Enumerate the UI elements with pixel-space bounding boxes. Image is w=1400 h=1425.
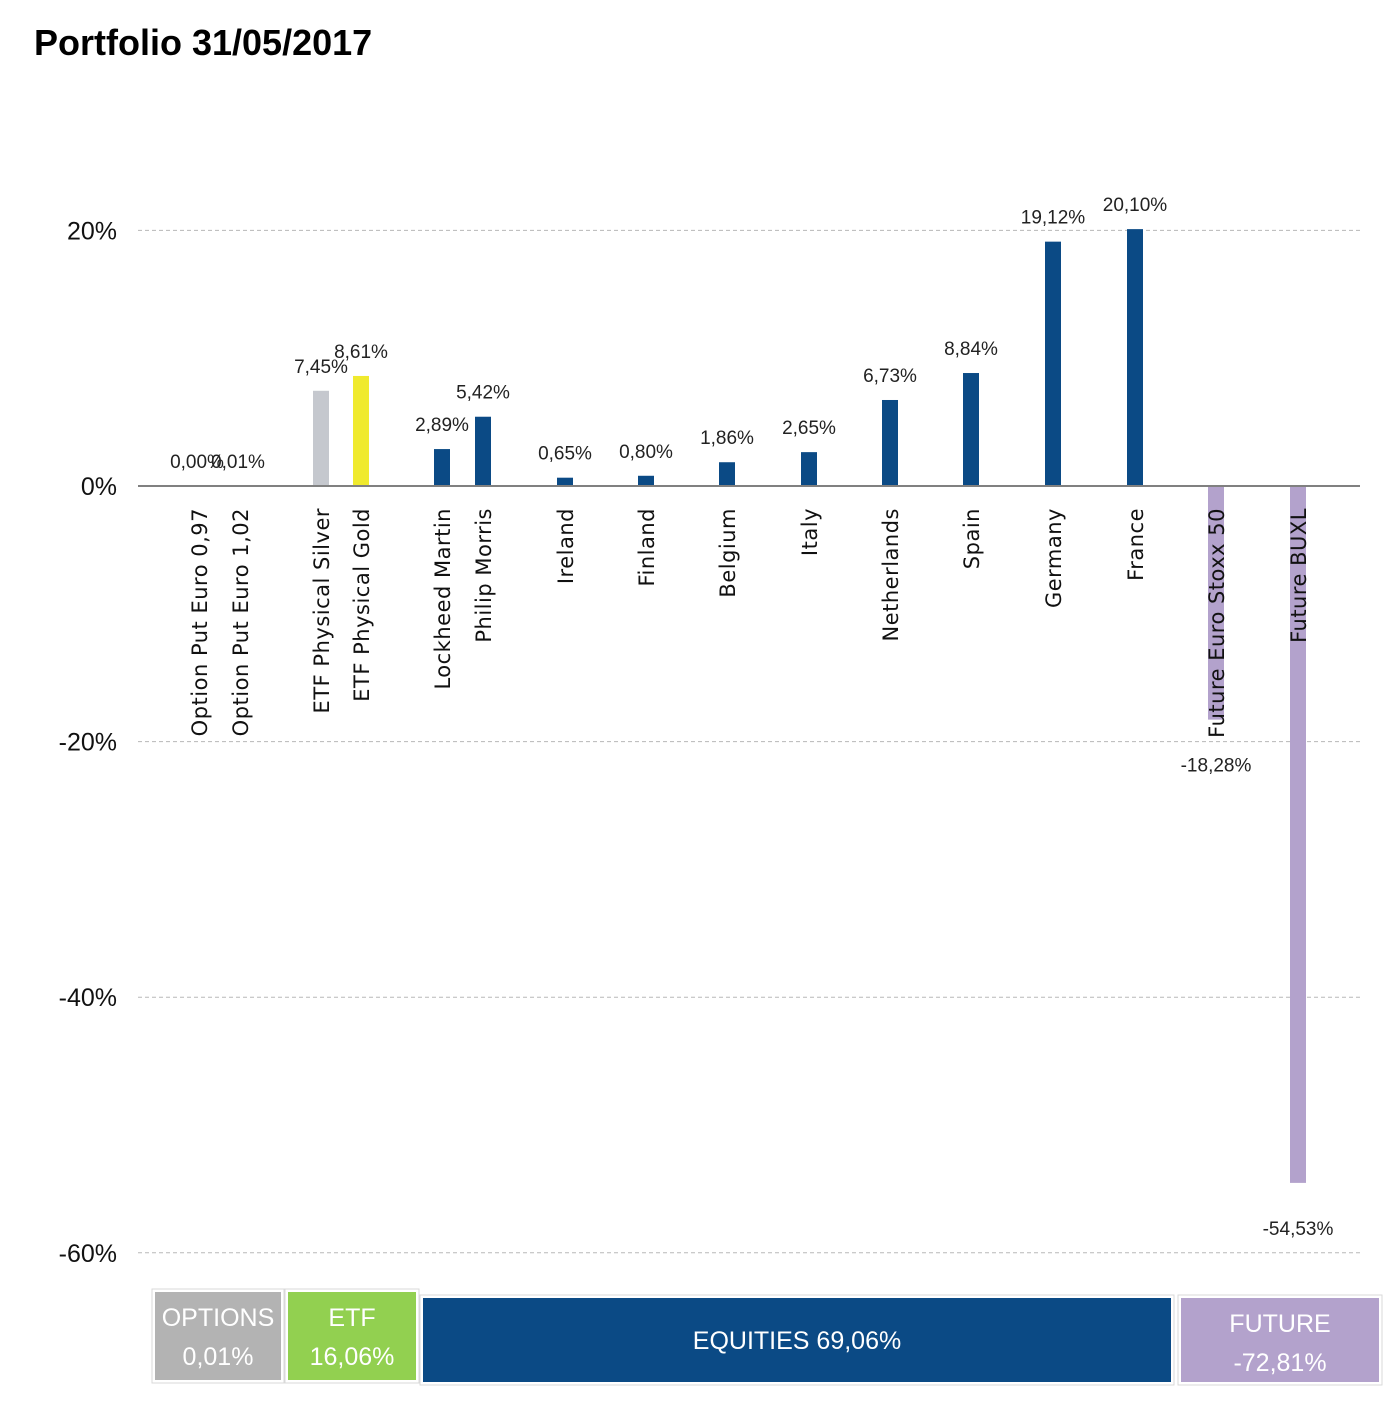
category-label: Philip Morris [472,508,496,643]
category-label: Finland [635,508,659,587]
group-name: EQUITIES 69,06% [693,1327,901,1355]
category-label: Netherlands [879,508,903,642]
category-label: Belgium [716,508,740,598]
data-label: -54,53% [1263,1219,1334,1240]
data-label: 2,89% [415,415,469,436]
y-tick-label: -20% [59,729,117,757]
bar-future-buxl [1290,486,1306,1183]
group-box-options [155,1292,281,1380]
data-label: 5,42% [456,383,510,404]
bar-finland [638,475,654,486]
bar-etf-physical-silver [313,390,329,486]
group-name: OPTIONS [162,1304,275,1332]
group-total: 0,01% [183,1343,254,1371]
bar-germany [1045,241,1061,486]
category-label: Future BUXL [1287,508,1311,643]
bar-ireland [557,477,573,486]
category-label: Future Euro Stoxx 50 [1205,508,1229,738]
data-label: 0,01% [211,452,265,473]
data-label: -18,28% [1181,756,1252,777]
data-label: 7,45% [294,357,348,378]
data-label: 1,86% [700,428,754,449]
category-label: Spain [960,508,984,569]
category-label: Option Put Euro 1,02 [229,508,253,736]
category-label: ETF Physical Silver [310,508,334,713]
data-label: 0,00% [170,452,224,473]
category-label: Lockheed Martin [431,508,455,690]
category-label: Germany [1042,508,1066,608]
group-box-equities [423,1298,1171,1382]
bar-philip-morris [475,416,491,486]
y-tick-label: 0% [81,473,117,501]
bar-italy [801,452,817,486]
group-box-etf [288,1292,416,1380]
data-label: 0,80% [619,442,673,463]
data-label: 0,65% [538,444,592,465]
bar-lockheed-martin [434,449,450,486]
bar-france [1127,229,1143,486]
group-box-future [1181,1298,1379,1382]
bar-future-euro-stoxx-50 [1208,486,1224,720]
bar-etf-physical-gold [353,375,369,486]
data-label: 19,12% [1021,208,1086,229]
data-label: 2,65% [782,418,836,439]
category-label: ETF Physical Gold [350,508,374,702]
bar-belgium [719,462,735,486]
y-tick-label: -60% [59,1240,117,1268]
category-label: Option Put Euro 0,97 [188,508,212,736]
group-name: FUTURE [1229,1310,1330,1338]
data-label: 20,10% [1103,195,1168,216]
group-total: 16,06% [310,1343,395,1371]
page-title: Portfolio 31/05/2017 [34,22,373,63]
bar-spain [963,373,979,486]
data-label: 8,61% [334,342,388,363]
category-label: Italy [798,508,822,556]
data-label: 6,73% [863,366,917,387]
y-tick-label: 20% [67,217,117,245]
category-label: Ireland [554,508,578,584]
y-tick-label: -40% [59,984,117,1012]
group-total: -72,81% [1233,1349,1326,1377]
bar-netherlands [882,399,898,486]
data-label: 8,84% [944,339,998,360]
category-label: France [1124,508,1148,581]
group-name: ETF [328,1304,375,1332]
